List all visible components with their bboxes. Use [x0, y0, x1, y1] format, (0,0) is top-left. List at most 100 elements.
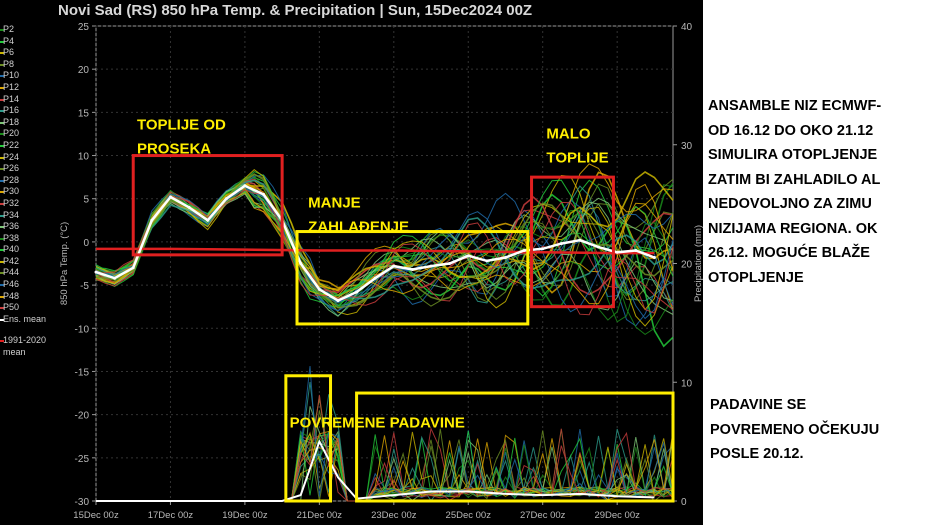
annotation-line: PROSEKA [137, 141, 211, 158]
ensemble-mean-point [578, 238, 582, 242]
y-tick-label: 15 [78, 108, 90, 119]
ensemble-mean-point [131, 266, 135, 270]
legend-swatch [0, 295, 4, 298]
y2-tick-label: 30 [681, 141, 693, 152]
legend-item: P48 [0, 291, 56, 303]
legend-item: P2 [0, 24, 56, 36]
legend-swatch [0, 144, 4, 147]
legend-label: P46 [3, 279, 20, 290]
legend-item: P46 [0, 279, 56, 291]
chart-plot: 25 20 15 10 5 0 -5 -10 -15 -20 -25 -30 40 30 20 10 0 15De… [59, 22, 703, 521]
legend-swatch [0, 191, 4, 194]
ensemble-mean-point [652, 256, 656, 259]
x-tick-label: 27Dec 00z [520, 510, 566, 521]
legend-label: P44 [3, 267, 20, 278]
annotation-box [131, 154, 284, 257]
chart-background [0, 0, 703, 525]
y-tick-label: 20 [78, 65, 90, 76]
legend-item: P42 [0, 256, 56, 268]
legend-label: P34 [3, 209, 20, 220]
annotation-box [284, 374, 333, 503]
ensemble-member-line [95, 171, 674, 297]
legend-label: P30 [3, 186, 20, 197]
legend-item: Ens. mean [0, 314, 56, 326]
ensemble-mean-point [94, 270, 98, 274]
legend-item: P6 [0, 47, 56, 59]
legend-label: P22 [3, 139, 20, 150]
ensemble-member-line [95, 179, 674, 300]
legend-swatch [0, 249, 4, 252]
legend-swatch [0, 237, 4, 240]
legend-item: P36 [0, 221, 56, 233]
legend-item: P24 [0, 152, 56, 164]
ensemble-mean-point [336, 299, 340, 303]
y-tick-label: 0 [83, 238, 89, 249]
annotation-line: MANJE [308, 194, 361, 211]
ensemble-mean-point [113, 276, 117, 280]
y-tick-label: -10 [75, 324, 90, 335]
ensemble-mean-point [299, 262, 303, 265]
y-axis-label: 850 hPa Temp. (°C) [59, 222, 70, 305]
legend-label: P10 [3, 70, 20, 81]
legend-item: P16 [0, 105, 56, 117]
x-tick-label: 25Dec 00z [446, 510, 492, 521]
legend-label: P20 [3, 128, 20, 139]
annotation-text: POVREMENE PADAVINE [290, 415, 465, 432]
x-tick-label: 19Dec 00z [222, 510, 268, 521]
precip-member-line [96, 394, 674, 502]
y2-tick-label: 40 [681, 22, 693, 33]
ensemble-mean-point [317, 287, 321, 291]
annotation-line: TOPLIJE OD [137, 117, 226, 134]
ensemble-mean-point [243, 184, 247, 188]
y-tick-label: -30 [75, 497, 90, 508]
ensemble-mean-point [429, 264, 433, 268]
legend-swatch [0, 156, 4, 159]
y-tick-label: -5 [80, 281, 89, 292]
legend-swatch [0, 284, 4, 287]
y2-tick-label: 20 [681, 260, 693, 271]
legend-swatch [0, 29, 4, 31]
legend-swatch [0, 214, 4, 217]
annotation-text: TOPLIJE OD PROSEKA [137, 117, 226, 158]
ensemble-mean-point [522, 249, 526, 252]
legend-item: P18 [0, 117, 56, 129]
climatology-mean-line [96, 247, 655, 255]
annotation-line: MALO [546, 125, 590, 142]
x-tick-label: 29Dec 00z [594, 510, 640, 521]
legend-label: P40 [3, 244, 20, 255]
ensemble-member-line [95, 181, 674, 296]
ensemble-mean-point [355, 290, 359, 294]
legend-swatch [0, 98, 4, 101]
legend-item: P38 [0, 233, 56, 245]
ensemble-mean-point [634, 249, 638, 252]
chart-title: Novi Sad (RS) 850 hPa Temp. & Precipitat… [58, 2, 533, 19]
annotation-line: POVREMENE PADAVINE [290, 415, 465, 432]
legend-swatch [0, 168, 4, 171]
legend-swatch [0, 121, 4, 124]
ensemble-mean-point [392, 264, 396, 268]
legend-swatch [0, 179, 4, 182]
legend-item: P12 [0, 82, 56, 94]
legend-item: P10 [0, 70, 56, 82]
legend-item: 1991-2020 [0, 335, 56, 347]
legend-label: P50 [3, 302, 20, 313]
precip-member-line [96, 382, 674, 502]
legend-item: P28 [0, 175, 56, 187]
legend: P2 P4 P6 P8 P10 P12 P14 P16 P18 P20 P22 P24 P26 P28 P3… [0, 24, 56, 359]
annotation-text: MALO TOPLIJE [546, 125, 608, 166]
legend-label: P38 [3, 232, 20, 243]
legend-swatch [0, 110, 4, 113]
legend-item: mean [0, 347, 56, 359]
ensemble-mean-point [150, 218, 154, 222]
legend-label: P24 [3, 151, 20, 162]
legend-swatch [0, 318, 4, 321]
legend-label: mean [3, 347, 26, 358]
y2-tick-label: 0 [681, 497, 687, 508]
legend-swatch [0, 307, 4, 310]
legend-swatch [0, 86, 4, 89]
legend-item: P22 [0, 140, 56, 152]
legend-label: P12 [3, 81, 20, 92]
legend-item: P50 [0, 302, 56, 314]
y2-axis-label: Precipitation (mm) [693, 225, 703, 302]
precip-member-line [96, 395, 674, 502]
